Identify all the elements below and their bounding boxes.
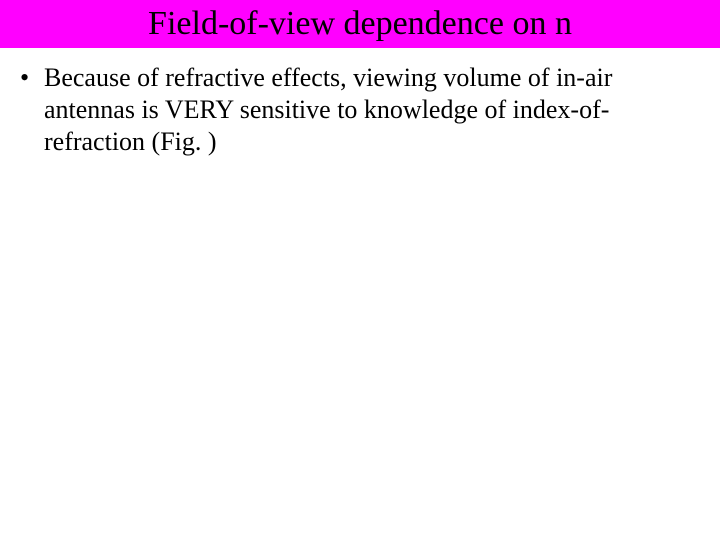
- slide-title: Field-of-view dependence on n: [148, 5, 572, 43]
- bullet-item: • Because of refractive effects, viewing…: [18, 62, 702, 158]
- title-bar: Field-of-view dependence on n: [0, 0, 720, 48]
- bullet-marker: •: [18, 62, 44, 94]
- bullet-text: Because of refractive effects, viewing v…: [44, 62, 702, 158]
- slide-body: • Because of refractive effects, viewing…: [0, 48, 720, 176]
